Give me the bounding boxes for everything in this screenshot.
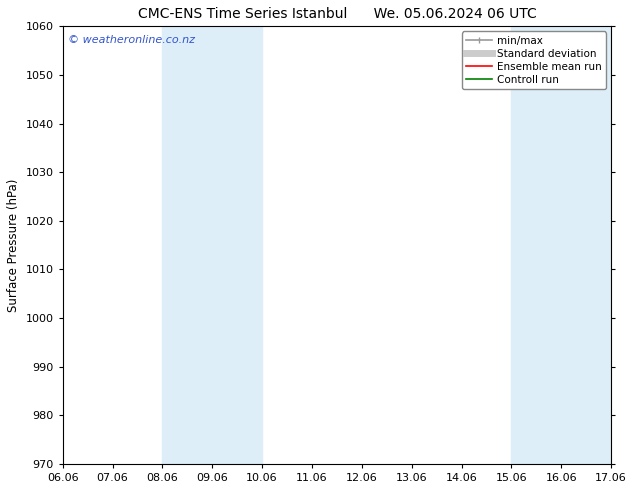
Legend: min/max, Standard deviation, Ensemble mean run, Controll run: min/max, Standard deviation, Ensemble me… xyxy=(462,31,606,89)
Text: © weatheronline.co.nz: © weatheronline.co.nz xyxy=(68,35,195,45)
Bar xyxy=(162,26,262,464)
Y-axis label: Surface Pressure (hPa): Surface Pressure (hPa) xyxy=(7,178,20,312)
Bar xyxy=(512,26,611,464)
Title: CMC-ENS Time Series Istanbul      We. 05.06.2024 06 UTC: CMC-ENS Time Series Istanbul We. 05.06.2… xyxy=(138,7,536,21)
